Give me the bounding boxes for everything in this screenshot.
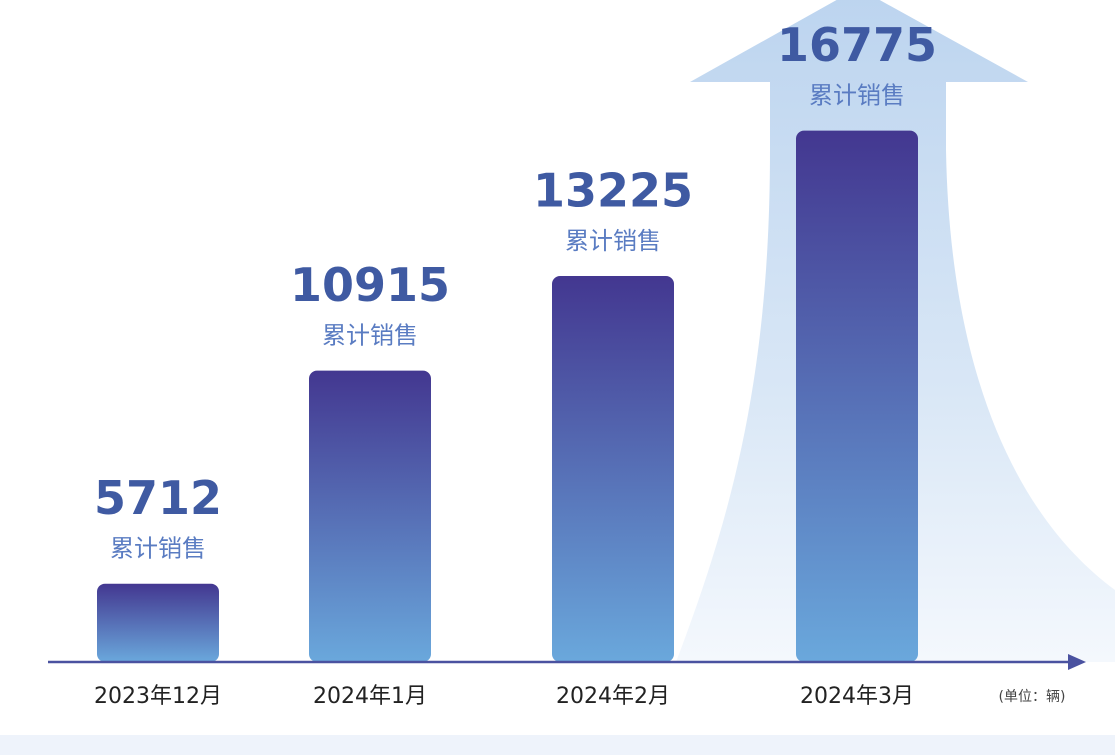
plot: 5712 累计销售 2023年12月 10915 累计销售 2024年1月 13225 累计销… bbox=[94, 18, 937, 709]
value-label: 16775 bbox=[777, 18, 937, 72]
x-tick-label: 2024年2月 bbox=[556, 684, 670, 709]
x-tick-label: 2024年1月 bbox=[313, 684, 427, 709]
footer-band bbox=[0, 735, 1115, 755]
axis-arrow bbox=[1068, 654, 1086, 670]
x-tick-label: 2023年12月 bbox=[94, 684, 222, 709]
bar bbox=[309, 370, 431, 662]
bar bbox=[97, 583, 219, 662]
annotation-label: 累计销售 bbox=[322, 322, 418, 350]
bar bbox=[552, 276, 674, 662]
x-tick-label: 2024年3月 bbox=[800, 684, 914, 709]
value-label: 13225 bbox=[533, 164, 693, 218]
unit-note: (单位：辆) bbox=[999, 689, 1066, 705]
value-label: 5712 bbox=[94, 471, 222, 525]
bar bbox=[796, 130, 918, 663]
annotation-label: 累计销售 bbox=[110, 535, 206, 563]
value-label: 10915 bbox=[290, 258, 450, 312]
annotation-label: 累计销售 bbox=[809, 82, 905, 110]
annotation-label: 累计销售 bbox=[565, 227, 661, 255]
